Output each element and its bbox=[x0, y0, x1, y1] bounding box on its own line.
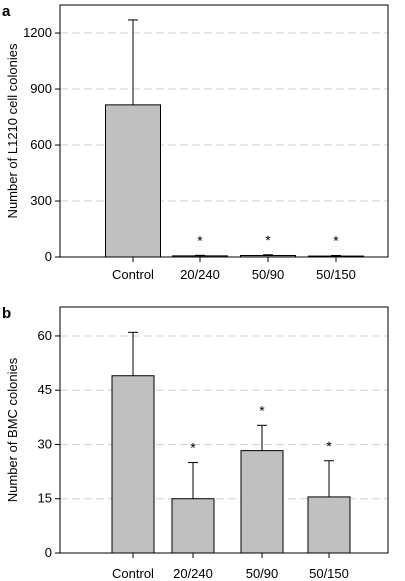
panel-letter: a bbox=[2, 3, 11, 20]
panel-letter: b bbox=[2, 305, 11, 322]
significance-marker: * bbox=[326, 438, 332, 454]
bar bbox=[111, 375, 155, 554]
bar bbox=[240, 255, 296, 258]
y-tick-label: 30 bbox=[38, 436, 52, 451]
significance-marker: * bbox=[197, 232, 203, 248]
y-tick-label: 60 bbox=[38, 328, 52, 343]
y-tick-label: 1200 bbox=[23, 25, 52, 40]
bar bbox=[308, 255, 364, 258]
x-tick-label: 50/150 bbox=[316, 267, 356, 282]
significance-marker: * bbox=[265, 232, 271, 248]
y-axis-label: Number of L1210 cell colonies bbox=[5, 43, 20, 218]
y-tick-label: 15 bbox=[38, 491, 52, 506]
significance-marker: * bbox=[333, 233, 339, 249]
bar bbox=[171, 498, 215, 554]
y-tick-label: 300 bbox=[30, 193, 52, 208]
bar bbox=[172, 255, 228, 258]
y-tick-label: 0 bbox=[45, 545, 52, 560]
plot-frame bbox=[59, 306, 389, 554]
significance-marker: * bbox=[259, 402, 265, 418]
x-tick-label: 20/240 bbox=[180, 267, 220, 282]
y-axis-label: Number of BMC colonies bbox=[5, 357, 20, 502]
y-tick-label: 600 bbox=[30, 137, 52, 152]
x-tick-label: 50/150 bbox=[309, 566, 349, 581]
x-tick-label: Control bbox=[112, 566, 154, 581]
significance-marker: * bbox=[190, 440, 196, 456]
x-tick-label: 50/90 bbox=[252, 267, 285, 282]
x-tick-label: 50/90 bbox=[246, 566, 279, 581]
y-tick-label: 45 bbox=[38, 382, 52, 397]
x-tick-label: 20/240 bbox=[173, 566, 213, 581]
y-tick-label: 900 bbox=[30, 81, 52, 96]
bar bbox=[105, 104, 161, 258]
x-tick-label: Control bbox=[112, 267, 154, 282]
bar bbox=[240, 450, 284, 554]
bar bbox=[307, 496, 351, 554]
panel-b-chart: b 0 15 30 45 60 Number of BMC colonies Control *… bbox=[2, 305, 389, 581]
y-tick-label: 0 bbox=[45, 249, 52, 264]
